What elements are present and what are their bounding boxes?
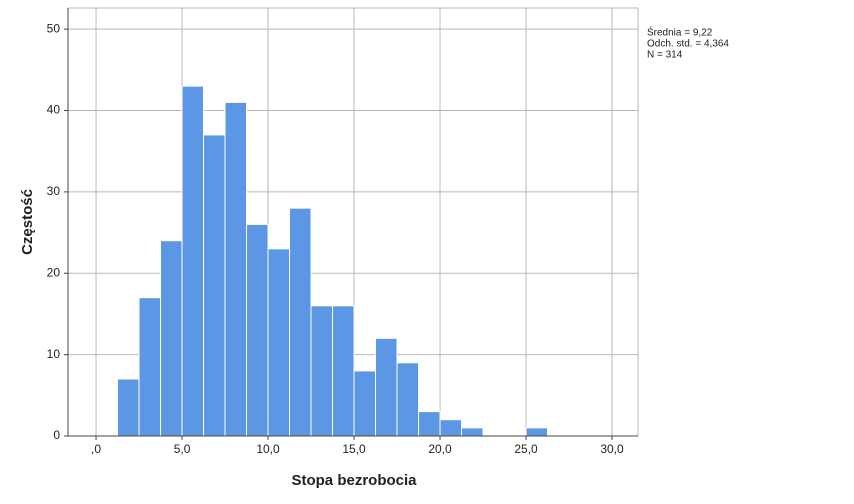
y-axis-title: Częstość xyxy=(19,189,36,255)
bar xyxy=(267,248,291,437)
bar xyxy=(160,240,183,437)
stats-annotation: N = 314 xyxy=(647,50,683,61)
x-tick-label: 5,0 xyxy=(174,442,191,456)
bar xyxy=(310,305,334,437)
bar xyxy=(353,370,377,437)
x-tick-label: 25,0 xyxy=(514,442,538,456)
bar xyxy=(332,305,355,437)
bar xyxy=(181,85,205,437)
y-tick-label: 50 xyxy=(47,21,61,35)
stats-annotation: Odch. std. = 4,364 xyxy=(647,39,729,50)
y-tick-label: 0 xyxy=(53,428,60,442)
y-tick-label: 30 xyxy=(47,184,61,198)
stats-annotation: Średnia = 9,22 xyxy=(647,26,713,39)
bar xyxy=(203,134,226,437)
bar xyxy=(375,337,398,437)
bar xyxy=(289,207,312,437)
bar xyxy=(138,297,162,437)
x-tick-label: 20,0 xyxy=(428,442,452,456)
bar xyxy=(439,419,463,437)
bar xyxy=(224,101,248,437)
x-tick-label: 10,0 xyxy=(256,442,280,456)
bar xyxy=(246,223,269,437)
bar xyxy=(117,378,140,437)
y-tick-label: 40 xyxy=(47,103,61,117)
bar xyxy=(525,427,549,437)
bar xyxy=(461,427,484,437)
bar xyxy=(396,362,420,437)
x-tick-label: 15,0 xyxy=(342,442,366,456)
bar xyxy=(418,411,441,437)
y-tick-label: 20 xyxy=(47,265,61,279)
x-tick-label: ,0 xyxy=(91,442,101,456)
y-tick-label: 10 xyxy=(47,347,61,361)
x-tick-label: 30,0 xyxy=(600,442,624,456)
x-axis-title: Stopa bezrobocia xyxy=(291,472,417,489)
